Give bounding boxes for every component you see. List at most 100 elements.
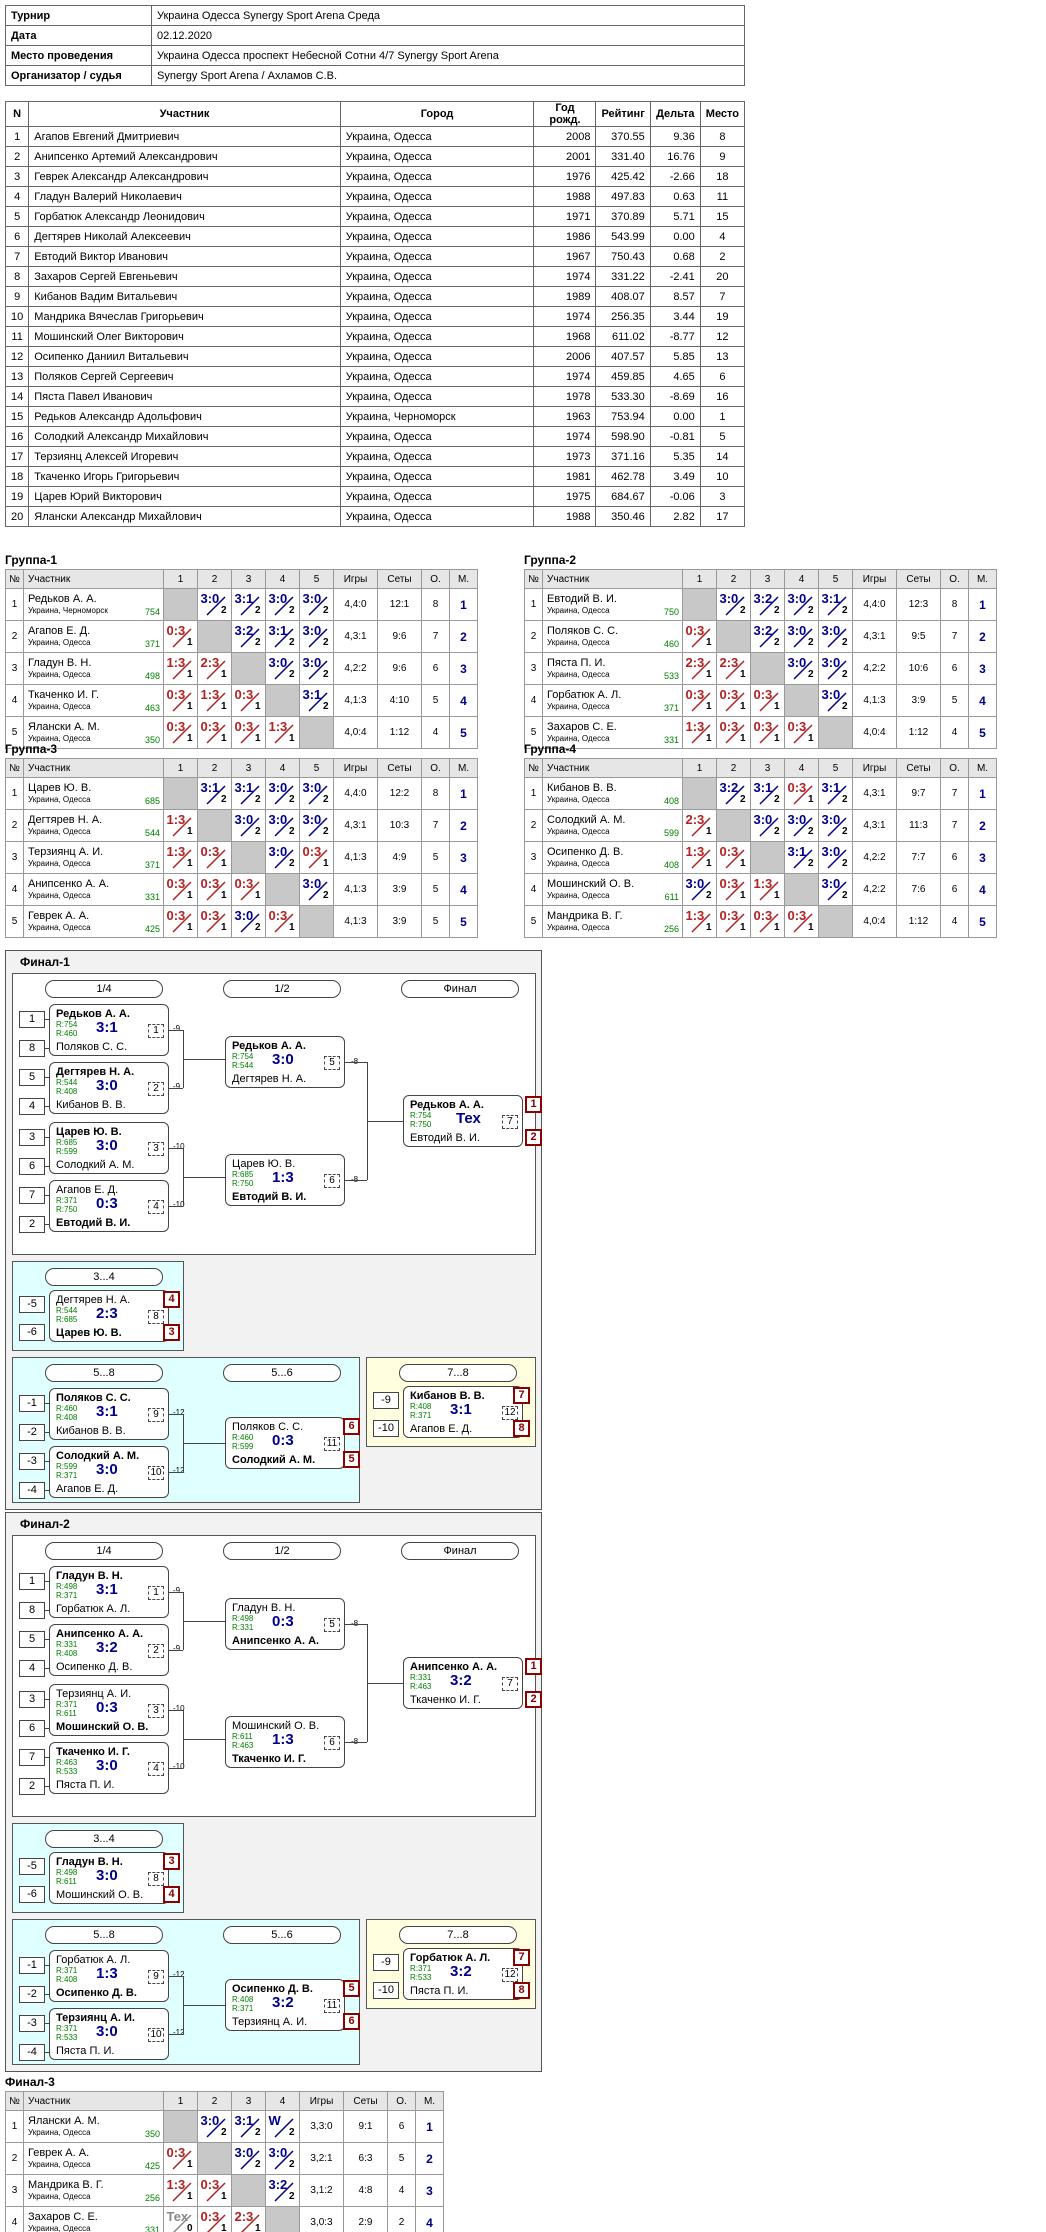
score-value: 0:3 bbox=[234, 876, 254, 891]
participant-name: Ялански А. М. bbox=[28, 2115, 100, 2127]
participant-name-cell: Захаров С. Е. Украина, Одесса 331 bbox=[23, 2206, 164, 2232]
bracket-line bbox=[45, 1699, 50, 1700]
row-number: 2 bbox=[5, 2142, 24, 2175]
score-slash bbox=[792, 817, 813, 837]
match-player-2: Ткаченко И. Г. bbox=[410, 1694, 481, 1706]
participant-row: 15 Редьков Александр Адольфович Украина, Ч… bbox=[4, 406, 746, 427]
match-rating-1: R:371 bbox=[56, 1196, 78, 1205]
match-score: 3:0 2 bbox=[786, 653, 818, 681]
score-value: 3:0 bbox=[268, 2145, 288, 2160]
group-table: № Участник 1 2 3 4 5 Игры Сеты О. М. 1 Кибанов В. В.… bbox=[524, 758, 997, 938]
participant-row: 18 Ткаченко Игорь Григорьевич Украина, Оде… bbox=[4, 466, 746, 487]
score-cell: 0:3 1 bbox=[750, 684, 785, 717]
score-points: 2 bbox=[288, 669, 295, 680]
group-header: 1 bbox=[163, 2091, 198, 2111]
score-value: 0:3 bbox=[787, 780, 807, 795]
participant-cell: Украина, Одесса bbox=[339, 286, 535, 307]
score-value: 3:0 bbox=[821, 844, 841, 859]
points-cell: 4 bbox=[387, 2174, 416, 2207]
participant-city: Украина, Одесса bbox=[547, 606, 610, 615]
participant-cell: 1981 bbox=[533, 466, 597, 487]
participant-cell: Мошинский Олег Викторович bbox=[28, 326, 341, 347]
match-score: 3:1 2 bbox=[301, 685, 333, 713]
match-score: 1:3 1 bbox=[684, 717, 716, 745]
participant-cell: 370.55 bbox=[595, 126, 651, 147]
match-number: 12 bbox=[502, 1406, 518, 1420]
score-slash bbox=[273, 660, 294, 680]
score-points: 2 bbox=[288, 826, 295, 837]
seed-box: 5 bbox=[19, 1069, 45, 1086]
place-badge: 7 bbox=[513, 1949, 530, 1966]
participant-name-cell: Ялански А. М. Украина, Одесса 350 bbox=[23, 716, 164, 749]
sets-cell: 10:3 bbox=[377, 809, 422, 842]
match-rating-1: R:754 bbox=[410, 1111, 432, 1120]
participant-rating: 331 bbox=[144, 892, 160, 902]
score-value: 0:3 bbox=[200, 2177, 220, 2192]
points-cell: 2 bbox=[387, 2206, 416, 2232]
match-score: 3:0 2 bbox=[301, 778, 333, 806]
match-rating-2: R:371 bbox=[410, 1411, 432, 1420]
score-slash bbox=[273, 2118, 294, 2138]
self-cell bbox=[299, 905, 334, 938]
participant-cell: 3 bbox=[699, 486, 746, 507]
participant-cell: 0.68 bbox=[649, 246, 701, 267]
score-cell: 0:3 1 bbox=[784, 777, 819, 810]
score-slash bbox=[239, 817, 260, 837]
participant-cell: 19 bbox=[4, 486, 30, 507]
score-points: 2 bbox=[807, 858, 814, 869]
match-rating-1: R:463 bbox=[56, 1758, 78, 1767]
score-points: 1 bbox=[220, 2223, 227, 2232]
participant-cell: Украина, Одесса bbox=[339, 246, 535, 267]
match-number: 8 bbox=[148, 1310, 164, 1324]
score-points: 2 bbox=[322, 701, 329, 712]
bracket-line bbox=[45, 1019, 50, 1020]
score-slash bbox=[826, 692, 847, 712]
participants-header: Дельта bbox=[649, 101, 701, 127]
score-cell: 3:0 2 bbox=[265, 2142, 300, 2175]
participants-header: Место bbox=[699, 101, 746, 127]
bracket-line bbox=[45, 1639, 50, 1640]
group-header: Сеты bbox=[896, 758, 941, 778]
place-cell: 2 bbox=[415, 2142, 444, 2175]
participant-cell: 15 bbox=[699, 206, 746, 227]
score-cell: 0:3 1 bbox=[197, 2206, 232, 2232]
score-slash bbox=[206, 2214, 226, 2232]
participant-cell: Ялански Александр Михайлович bbox=[28, 506, 341, 527]
score-points: 2 bbox=[254, 2159, 261, 2170]
place-cell: 2 bbox=[968, 809, 997, 842]
participant-cell: 2006 bbox=[533, 346, 597, 367]
participant-cell: Украина, Одесса bbox=[339, 266, 535, 287]
score-value: 3:2 bbox=[753, 623, 773, 638]
participant-name: Дегтярев Н. А. bbox=[28, 814, 103, 826]
group-header: М. bbox=[415, 2091, 444, 2111]
match-score: 3:1 2 bbox=[820, 778, 852, 806]
score-value: 3:0 bbox=[685, 876, 705, 891]
participant-cell: Горбатюк Александр Леонидович bbox=[28, 206, 341, 227]
participant-cell: 407.57 bbox=[595, 346, 651, 367]
score-cell: 3:2 2 bbox=[265, 2174, 300, 2207]
match-rating-2: R:408 bbox=[56, 1087, 78, 1096]
participant-cell: 497.83 bbox=[595, 186, 651, 207]
place-cell: 3 bbox=[415, 2174, 444, 2207]
match-player-1: Солодкий А. М. bbox=[56, 1450, 140, 1462]
participant-name-cell: Ялански А. М. Украина, Одесса 350 bbox=[23, 2110, 164, 2143]
score-slash bbox=[724, 692, 745, 712]
seed-box: -9 bbox=[373, 1392, 399, 1409]
participant-cell: 256.35 bbox=[595, 306, 651, 327]
loser-destination: -8 bbox=[351, 1737, 358, 1746]
participant-cell: 20 bbox=[699, 266, 746, 287]
points-cell: 6 bbox=[940, 841, 969, 874]
group-header: № bbox=[5, 758, 24, 778]
participant-cell: 17 bbox=[699, 506, 746, 527]
bracket-line bbox=[45, 1224, 50, 1225]
match-score: Тех bbox=[456, 1110, 481, 1127]
score-slash bbox=[758, 692, 779, 712]
score-cell: 1:3 1 bbox=[682, 841, 717, 874]
score-points: 2 bbox=[288, 2159, 295, 2170]
bracket-line bbox=[45, 1166, 50, 1167]
score-cell: 3:1 2 bbox=[784, 841, 819, 874]
participant-cell: Украина, Одесса bbox=[339, 306, 535, 327]
score-slash bbox=[690, 913, 711, 933]
score-value: 0:3 bbox=[200, 719, 220, 734]
bracket-line bbox=[45, 1048, 50, 1049]
